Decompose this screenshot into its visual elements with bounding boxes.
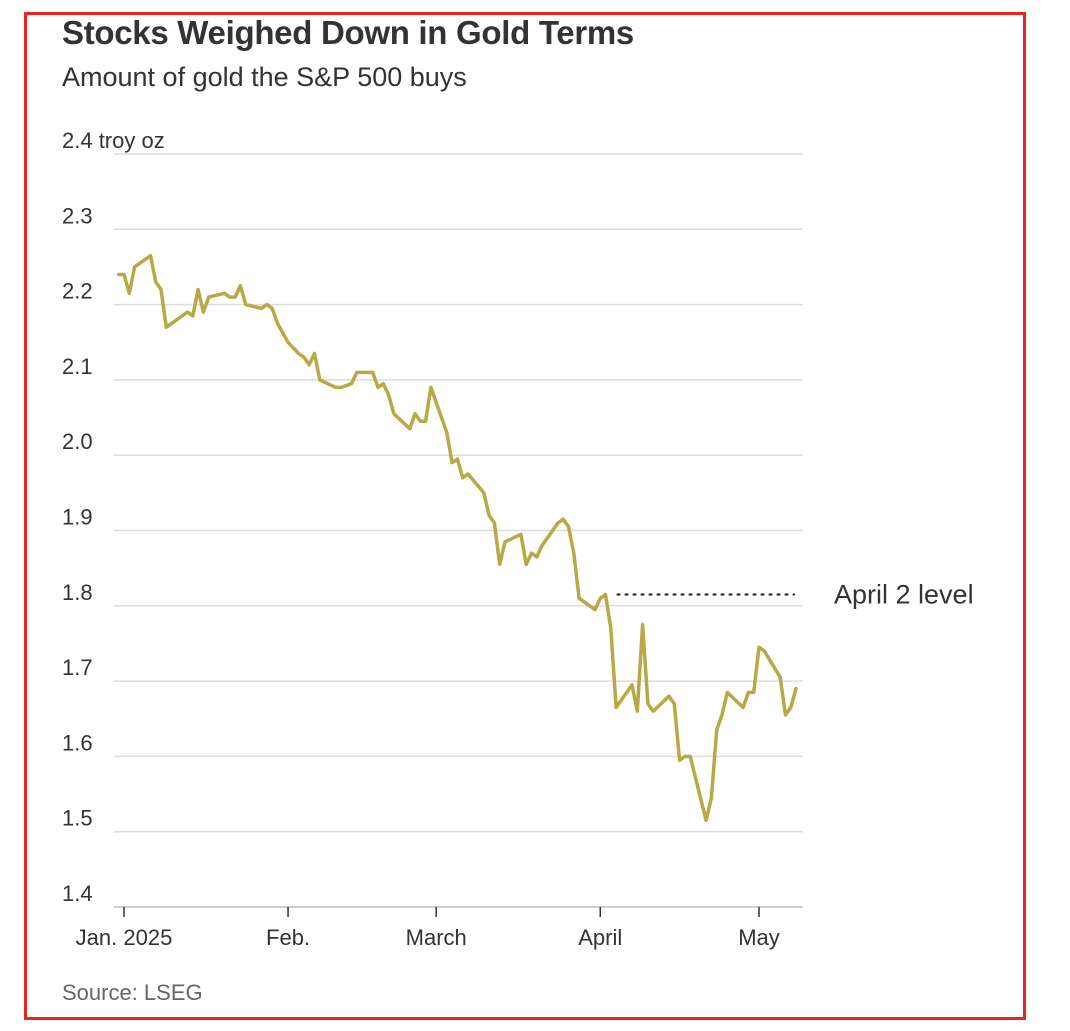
x-tick-label: March [406, 925, 467, 950]
chart-subtitle: Amount of gold the S&P 500 buys [62, 62, 467, 92]
y-tick-label: 1.7 [62, 655, 93, 680]
reference-line-label: April 2 level [834, 580, 974, 610]
y-tick-label: 2.3 [62, 203, 93, 228]
chart-source: Source: LSEG [62, 980, 203, 1005]
y-tick-label: 1.4 [62, 881, 93, 906]
y-tick-label: 2.2 [62, 279, 93, 304]
chart-frame [24, 12, 1026, 1020]
y-tick-label: 1.9 [62, 505, 93, 530]
x-tick-label: April [578, 925, 622, 950]
x-tick-label: Jan. 2025 [76, 925, 173, 950]
chart-title: Stocks Weighed Down in Gold Terms [62, 14, 634, 51]
series-line [116, 253, 798, 823]
y-tick-label: 1.8 [62, 580, 93, 605]
y-tick-label: 2.1 [62, 354, 93, 379]
y-tick-label: 1.5 [62, 806, 93, 831]
x-tick-label: Feb. [266, 925, 310, 950]
x-tick-label: May [738, 925, 780, 950]
y-tick-label: 2.4 troy oz [62, 128, 165, 153]
y-tick-label: 1.6 [62, 730, 93, 755]
y-tick-label: 2.0 [62, 429, 93, 454]
